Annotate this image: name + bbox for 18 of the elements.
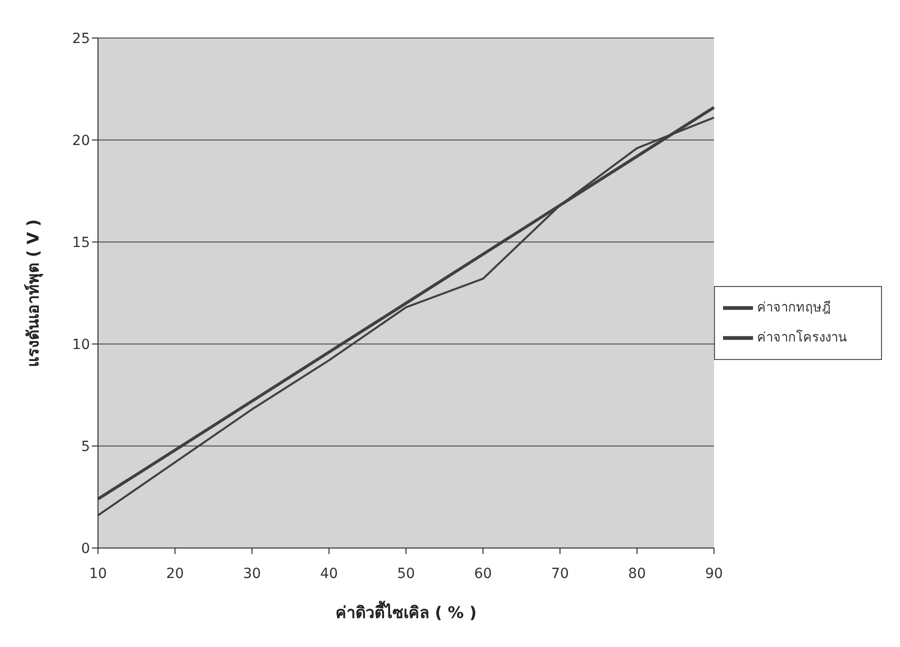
x-tick-label: 20 [166, 566, 184, 582]
legend-label: ค่าจากโครงงาน [757, 330, 847, 346]
x-tick-label: 70 [551, 566, 569, 582]
y-tick-label: 15 [72, 234, 90, 251]
x-tick-label: 80 [628, 566, 646, 582]
legend-label: ค่าจากทฤษฎี [757, 300, 831, 316]
y-tick-label: 10 [72, 336, 90, 353]
x-tick-label: 60 [474, 566, 492, 582]
y-tick-label: 20 [72, 132, 90, 149]
y-tick-label: 0 [81, 540, 90, 557]
x-axis-title: ค่าดิวตี้ไซเคิล ( % ) [335, 600, 477, 622]
y-axis-title: แรงดันเอาท์พุต ( V ) [24, 219, 44, 367]
x-tick-label: 40 [320, 566, 338, 582]
x-tick-label: 50 [397, 566, 415, 582]
x-tick-label: 90 [705, 566, 723, 582]
x-tick-label: 30 [243, 566, 261, 582]
y-tick-label: 25 [72, 30, 90, 47]
y-tick-label: 5 [81, 438, 90, 455]
